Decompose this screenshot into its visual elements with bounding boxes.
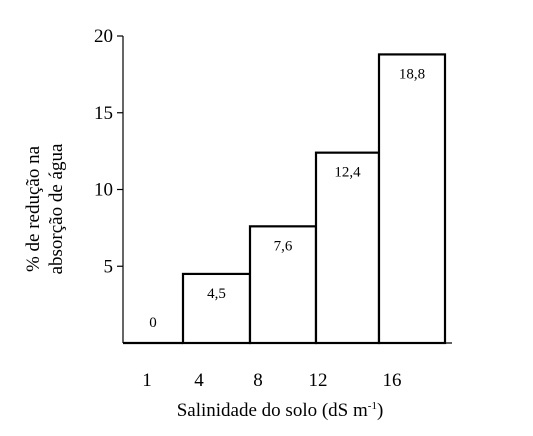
data-label-16: 18,8: [399, 66, 425, 82]
data-label-4: 4,5: [207, 286, 226, 302]
data-labels-group: 0 4,5 7,6 12,4 18,8: [149, 66, 425, 331]
x-axis-title: Salinidade do solo (dS m-1): [177, 400, 384, 421]
y-tick-label-5: 5: [104, 256, 114, 277]
bar-4: [181, 272, 252, 345]
x-tick-label-16: 16: [383, 370, 402, 391]
y-ticks-group: 5 10 15 20: [94, 26, 123, 277]
x-axis-title-main: Salinidade do solo (dS m: [177, 400, 368, 421]
y-tick-label-20: 20: [94, 26, 113, 47]
y-axis-title-line2: absorção de água: [46, 143, 67, 274]
x-tick-label-8: 8: [253, 370, 263, 391]
y-tick-label-10: 10: [94, 180, 113, 201]
y-axis-title-line1: % de redução na: [23, 145, 44, 272]
x-ticks-group: 1 4 8 12 16: [142, 370, 401, 391]
bar-8: [248, 225, 318, 345]
x-axis-title-suffix: ): [377, 400, 383, 421]
x-tick-label-1: 1: [142, 370, 152, 391]
x-axis-title-superscript: -1: [368, 400, 377, 412]
y-tick-label-15: 15: [94, 103, 113, 124]
data-label-1: 0: [149, 315, 157, 331]
x-tick-label-4: 4: [194, 370, 204, 391]
bars-group: [123, 53, 447, 345]
x-tick-label-12: 12: [309, 370, 328, 391]
bar-12: [314, 151, 381, 345]
data-label-12: 12,4: [334, 165, 361, 181]
bar-16: [377, 53, 447, 345]
data-label-8: 7,6: [274, 238, 293, 254]
